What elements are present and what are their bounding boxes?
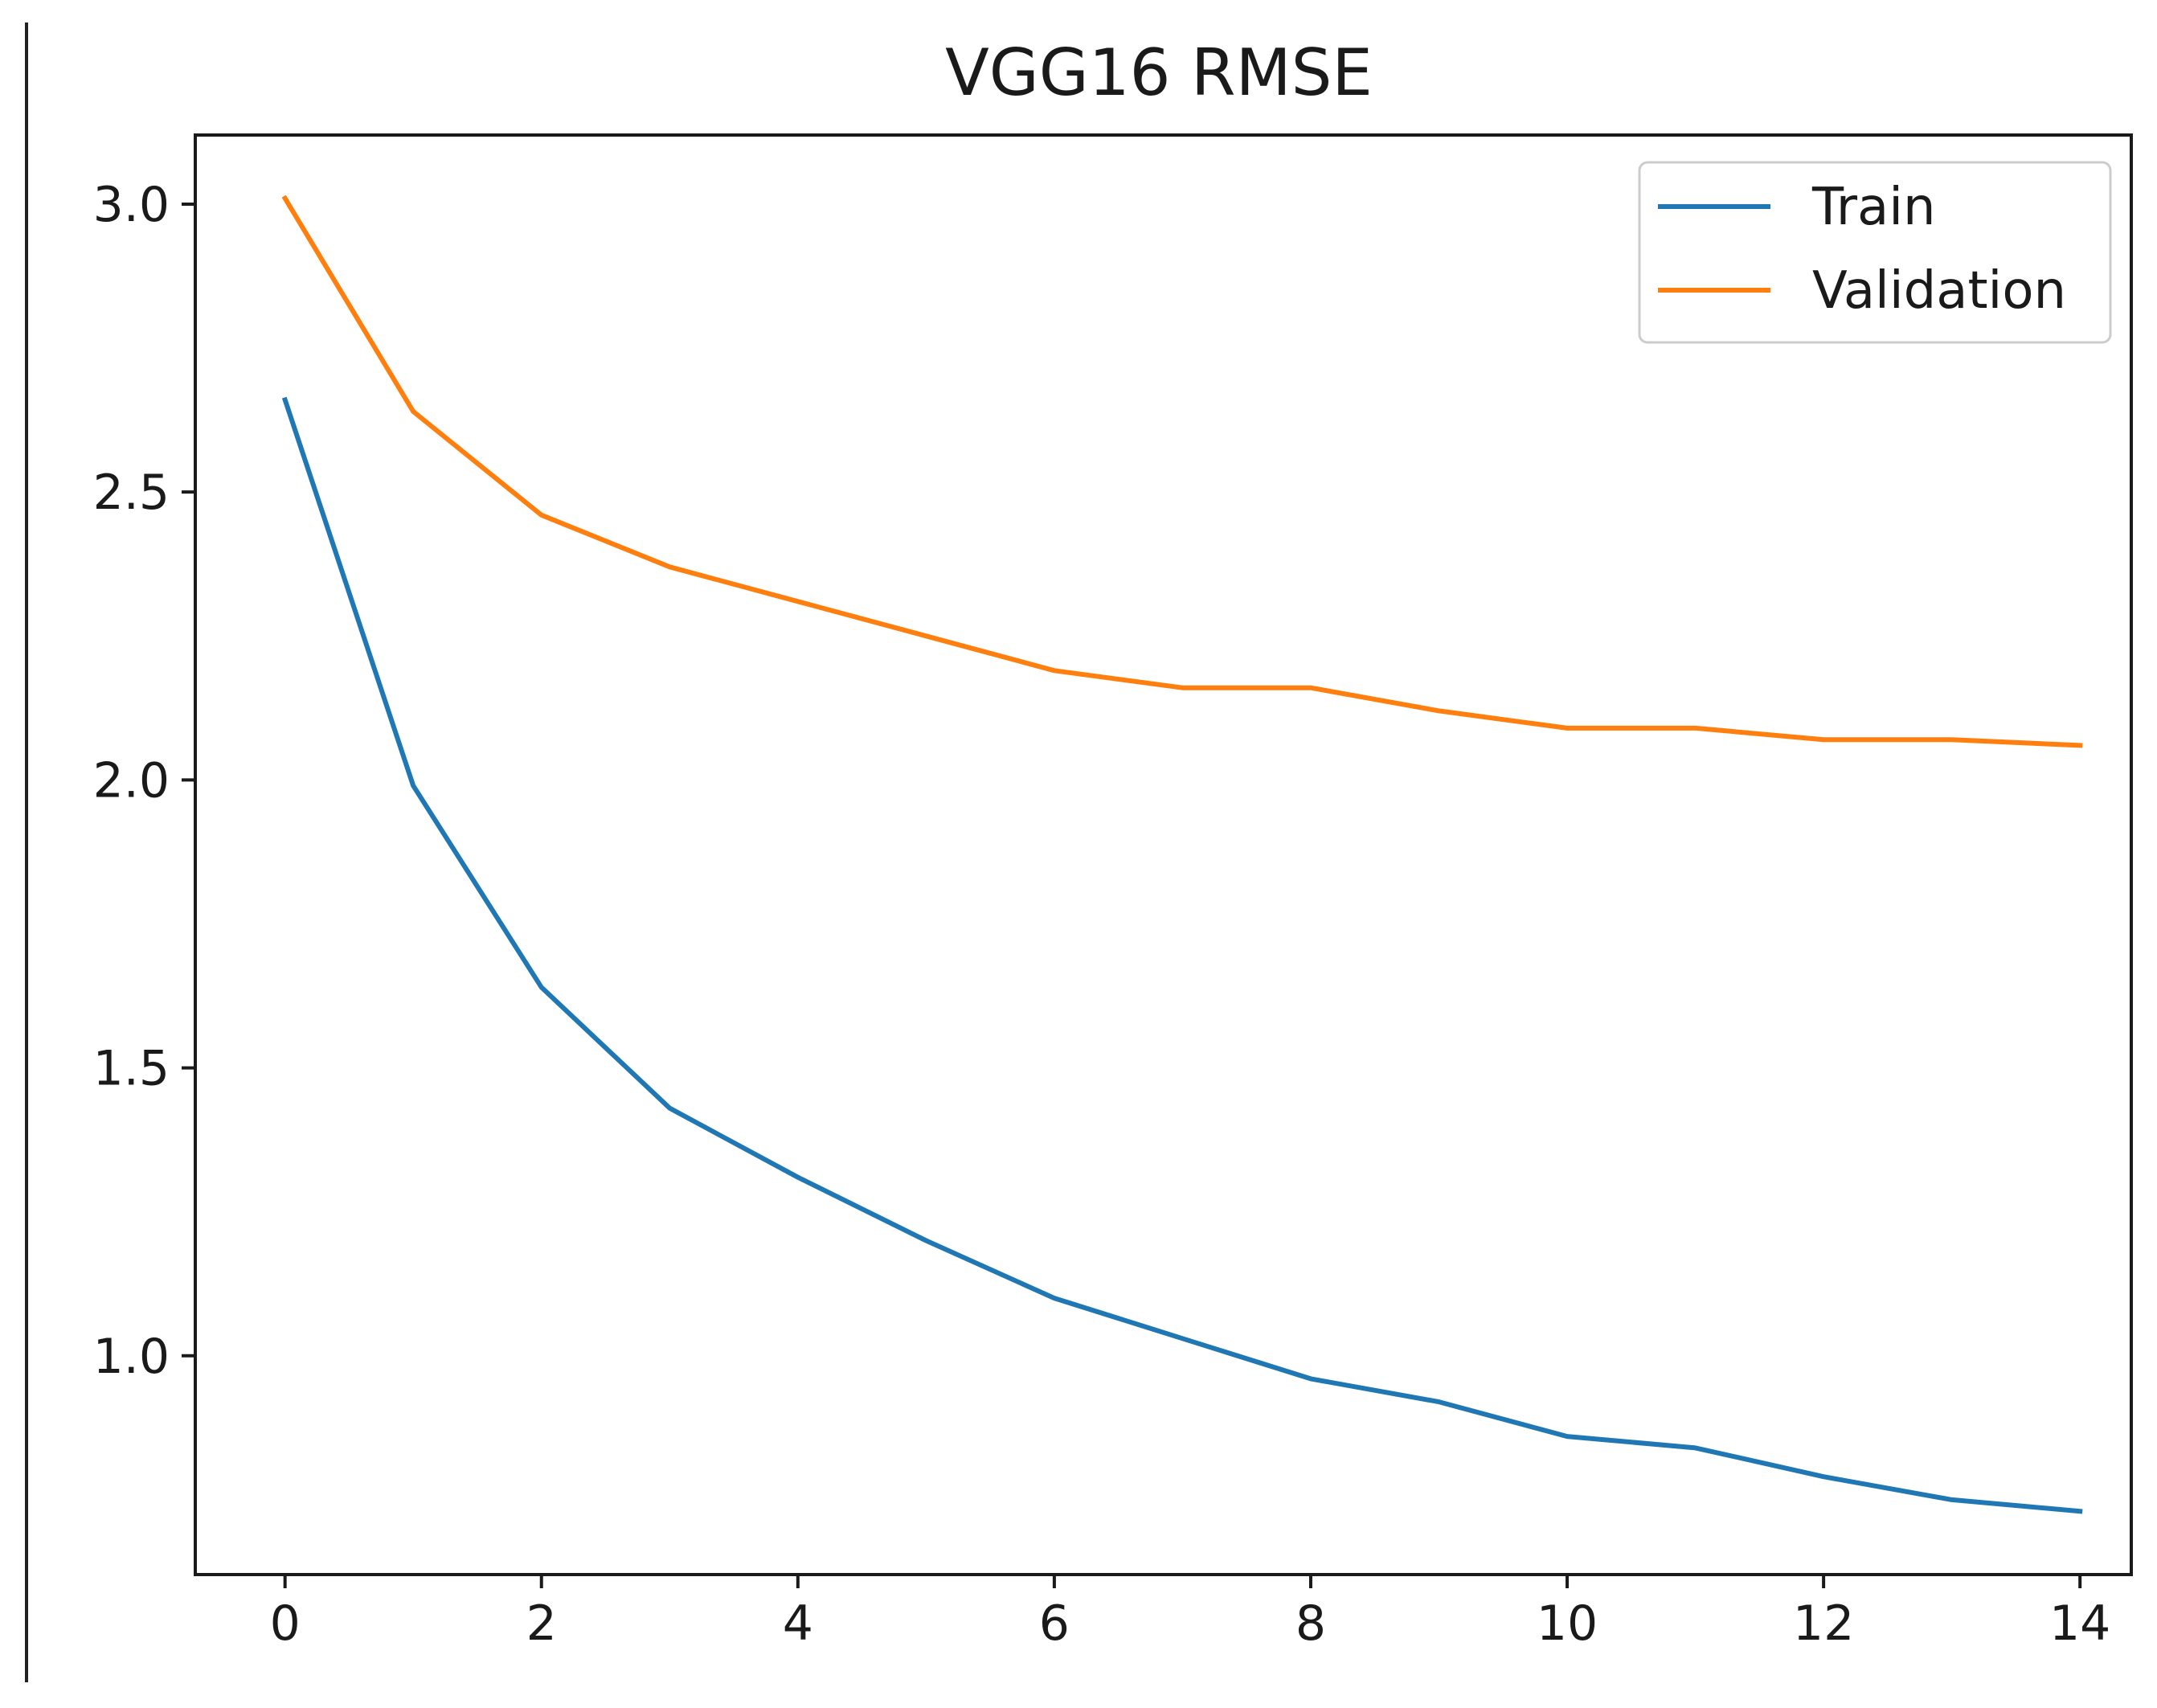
x-tick-label: 10 — [1537, 1595, 1598, 1652]
series-layer — [281, 195, 2083, 1514]
y-tick-label: 2.5 — [93, 465, 170, 521]
left-edge-line — [25, 23, 28, 1682]
y-tick-label: 1.0 — [93, 1329, 170, 1385]
series-line-validation — [281, 195, 2083, 748]
legend-label: Train — [1811, 178, 1936, 237]
y-tick-label: 3.0 — [93, 177, 170, 233]
x-tick-label: 2 — [526, 1595, 557, 1652]
y-tick-label: 1.5 — [93, 1041, 170, 1097]
legend-label: Validation — [1812, 261, 2066, 321]
chart-title: VGG16 RMSE — [945, 35, 1373, 110]
ticks-layer: 0 2 4 6 8 10 12 14 1.0 1.5 2.0 2.5 3.0 — [93, 177, 2111, 1652]
x-tick-label: 6 — [1039, 1595, 1070, 1652]
x-tick-label: 12 — [1793, 1595, 1854, 1652]
x-tick-label: 0 — [270, 1595, 301, 1652]
plot-frame — [194, 133, 2133, 1576]
series-line-train — [281, 396, 2083, 1514]
x-tick-label: 14 — [2049, 1595, 2110, 1652]
x-tick-label: 4 — [783, 1595, 813, 1652]
y-tick-label: 2.0 — [93, 752, 170, 809]
x-tick-label: 8 — [1295, 1595, 1326, 1652]
legend: Train Validation — [1638, 161, 2112, 344]
